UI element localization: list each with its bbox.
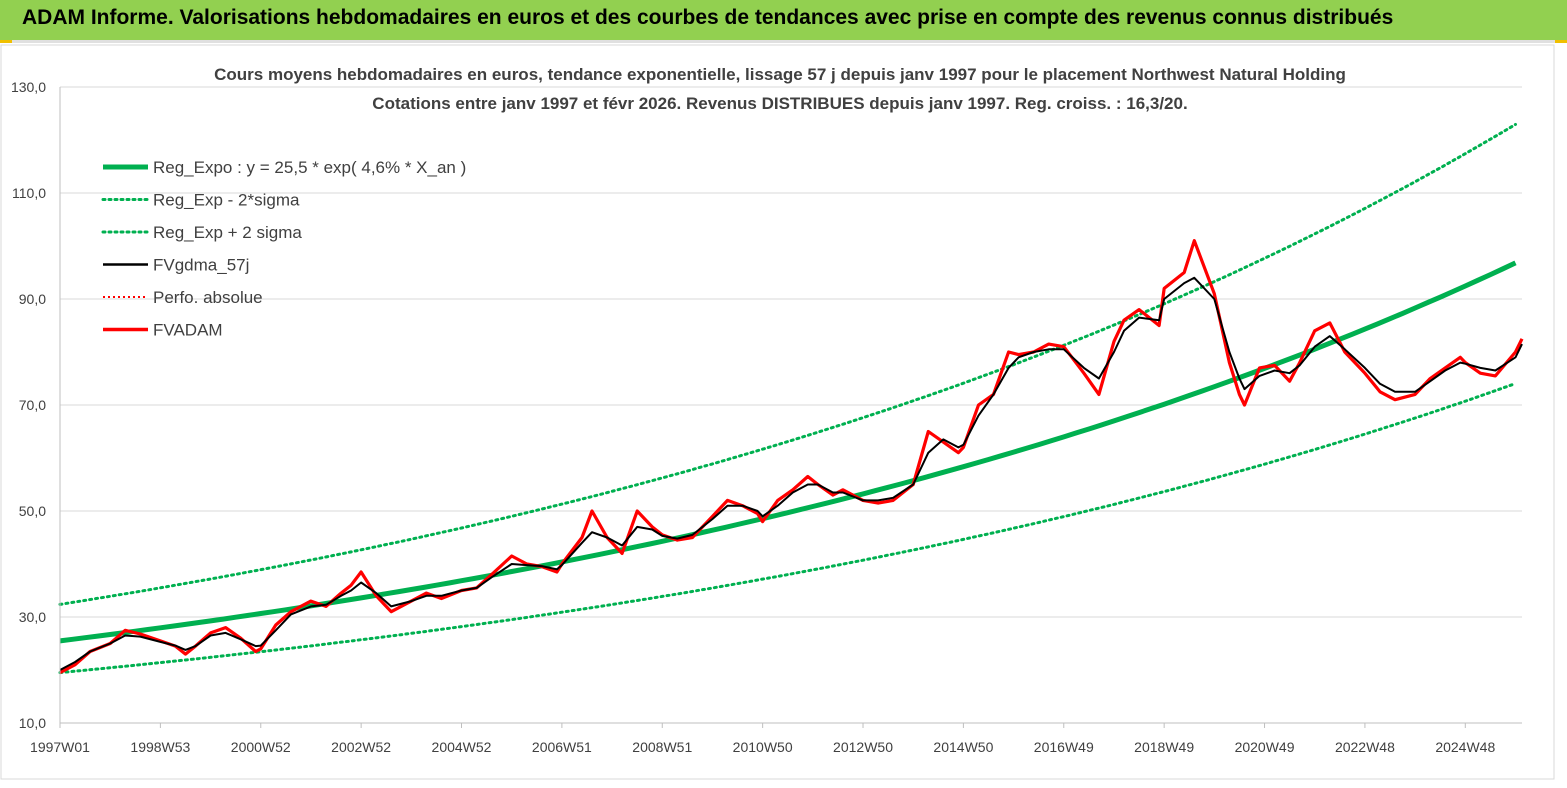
x-tick-label: 2018W49	[1134, 739, 1194, 755]
y-tick-label: 70,0	[19, 397, 46, 413]
x-tick-label: 2012W50	[833, 739, 893, 755]
y-tick-label: 30,0	[19, 609, 46, 625]
legend-label-lower: Reg_Exp - 2*sigma	[153, 191, 300, 210]
corner-mark-left	[0, 40, 12, 43]
lower-sigma-line	[58, 382, 1517, 675]
x-tick-label: 2006W51	[532, 739, 592, 755]
y-tick-label: 130,0	[11, 79, 46, 95]
corner-mark-right	[1555, 40, 1567, 43]
fvadam-line	[59, 239, 1524, 675]
chart-subtitle: Cotations entre janv 1997 et févr 2026. …	[372, 94, 1187, 113]
legend-label-fvadam: FVADAM	[153, 321, 223, 340]
x-tick-label: 2024W48	[1435, 739, 1495, 755]
x-tick-label: 2000W52	[231, 739, 291, 755]
x-tick-label: 2020W49	[1235, 739, 1295, 755]
x-tick-label: 2002W52	[331, 739, 391, 755]
legend-label-upper: Reg_Exp + 2 sigma	[153, 223, 302, 242]
header-banner: ADAM Informe. Valorisations hebdomadaire…	[0, 0, 1567, 40]
legend-label-trend: Reg_Expo : y = 25,5 * exp( 4,6% * X_an )	[153, 158, 466, 177]
x-tick-label: 2004W52	[432, 739, 492, 755]
smoothed-line	[59, 276, 1523, 671]
line-chart: 130,0 110,0 90,0 70,0 50,0 30,0 10,0 1997W01 199…	[0, 44, 1567, 783]
y-tick-label: 110,0	[12, 185, 46, 201]
header-divider	[0, 40, 1567, 43]
upper-sigma-line	[58, 122, 1517, 606]
x-tick-label: 2014W50	[933, 739, 993, 755]
legend-label-perf: Perfo. absolue	[153, 288, 263, 307]
x-tick-label: 2022W48	[1335, 739, 1395, 755]
chart-title: Cours moyens hebdomadaires en euros, ten…	[214, 65, 1346, 84]
y-tick-label: 90,0	[19, 291, 46, 307]
header-title: ADAM Informe. Valorisations hebdomadaire…	[22, 6, 1394, 29]
chart-area: 130,0 110,0 90,0 70,0 50,0 30,0 10,0 1997W01 199…	[0, 44, 1567, 783]
y-tick-label: 50,0	[19, 503, 46, 519]
legend: Reg_Expo : y = 25,5 * exp( 4,6% * X_an )…	[101, 158, 466, 340]
x-tick-label: 2016W49	[1034, 739, 1094, 755]
x-tick-label: 1998W53	[130, 739, 190, 755]
legend-label-smooth: FVgdma_57j	[153, 256, 249, 275]
x-tick-label: 2010W50	[733, 739, 793, 755]
x-tick-label: 2008W51	[632, 739, 692, 755]
x-tick-label: 1997W01	[30, 739, 90, 755]
y-tick-label: 10,0	[19, 715, 46, 731]
